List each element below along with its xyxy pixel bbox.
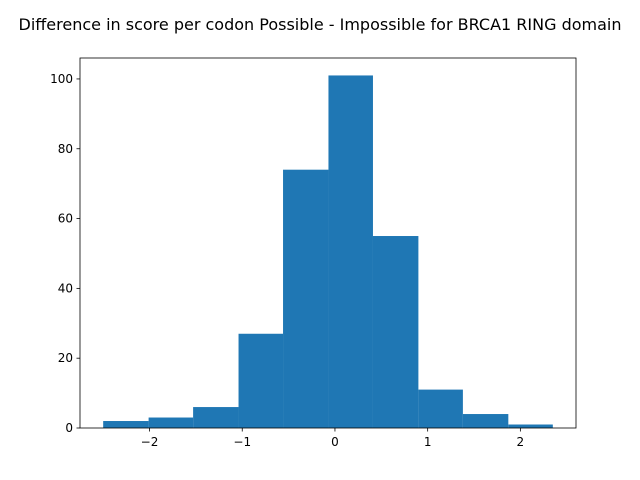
- x-tick-label: −1: [233, 435, 251, 449]
- y-tick-label: 100: [50, 72, 73, 86]
- x-tick-label: −2: [141, 435, 159, 449]
- histogram-bar: [418, 389, 463, 428]
- histogram-bar: [103, 421, 149, 428]
- y-tick-label: 20: [58, 351, 73, 365]
- histogram-bar: [283, 169, 329, 428]
- histogram-bar: [372, 236, 419, 428]
- histogram-bar: [462, 414, 509, 428]
- x-tick-label: 2: [517, 435, 525, 449]
- histogram-bar: [508, 424, 553, 428]
- chart-title: Difference in score per codon Possible -…: [19, 15, 622, 34]
- x-tick-label: 1: [424, 435, 432, 449]
- histogram-bar: [193, 407, 239, 428]
- histogram-bar: [148, 417, 194, 428]
- y-axis: 0 20 40 60 80 100: [50, 72, 80, 435]
- histogram-bar: [328, 75, 373, 429]
- y-tick-label: 80: [58, 142, 73, 156]
- histogram-bars: [103, 75, 553, 429]
- x-axis: −2 −1 0 1 2: [141, 428, 525, 449]
- y-tick-label: 40: [58, 281, 73, 295]
- x-tick-label: 0: [331, 435, 339, 449]
- y-tick-label: 0: [65, 421, 73, 435]
- y-tick-label: 60: [58, 212, 73, 226]
- histogram-bar: [238, 333, 284, 428]
- plot-frame: [79, 57, 577, 429]
